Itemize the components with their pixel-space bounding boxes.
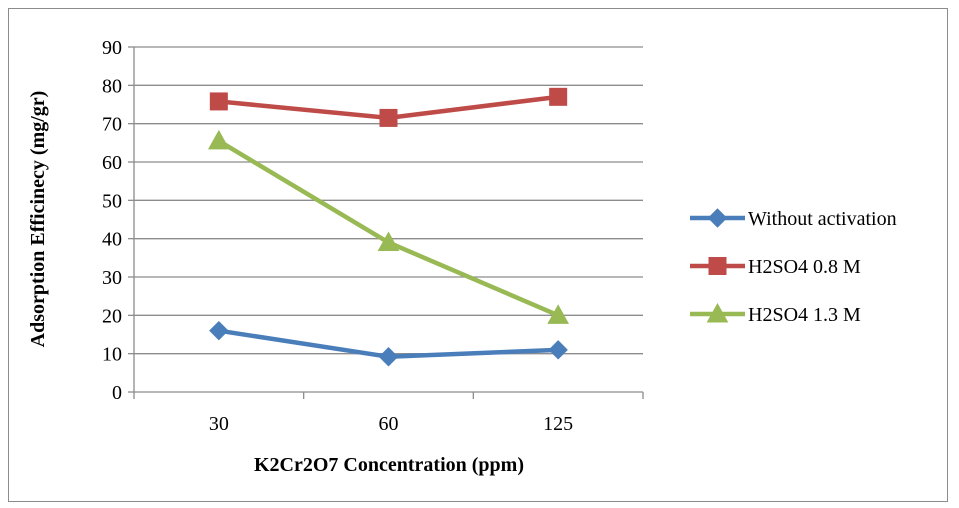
chart-frame: [8, 8, 948, 502]
series-2: [209, 87, 568, 127]
data-point: [209, 320, 229, 341]
x-tick-labels: 30 60 125: [209, 413, 573, 435]
y-tick-label: 30: [102, 267, 122, 289]
data-point: [548, 340, 568, 360]
legend-label: H2SO4 1.3 M: [748, 304, 861, 326]
data-point: [379, 108, 398, 127]
y-tick-label: 60: [102, 152, 122, 174]
y-tick-label: 40: [102, 229, 122, 251]
y-tick-label: 20: [102, 305, 122, 327]
x-tick-label: 60: [379, 413, 399, 435]
legend-marker: [707, 208, 728, 228]
series-1: [209, 320, 568, 367]
y-tick-label: 10: [102, 344, 122, 366]
x-tick-label: 125: [543, 413, 573, 435]
y-tick-label: 80: [102, 75, 122, 97]
data-point: [207, 129, 230, 150]
y-tick-label: 70: [102, 114, 122, 136]
x-axis-title: K2Cr2O7 Concentration (ppm): [254, 454, 524, 476]
series-line: [217, 138, 560, 318]
y-tick-label: 90: [102, 37, 122, 59]
y-tick-label: 0: [112, 382, 122, 404]
data-point: [377, 231, 400, 251]
data-point: [209, 92, 228, 111]
series-group: [207, 87, 570, 367]
legend-item: H2SO4 0.8 M: [690, 256, 861, 278]
data-point: [549, 87, 568, 106]
y-axis-title: Adsorption Efficinecy (mg/gr): [27, 91, 49, 348]
legend-label: Without activation: [748, 208, 897, 230]
legend: Without activation H2SO4 0.8 M H2SO4 1.3 M: [690, 208, 897, 326]
series-3: [207, 129, 570, 324]
legend-item: Without activation: [690, 208, 897, 230]
axes: [128, 46, 644, 399]
data-point: [378, 347, 399, 367]
legend-marker: [708, 257, 727, 275]
legend-label: H2SO4 0.8 M: [748, 256, 861, 278]
y-tick-label: 50: [102, 190, 122, 212]
legend-item: H2SO4 1.3 M: [690, 302, 861, 326]
y-tick-labels: 0 10 20 30 40 50 60 70 80 90: [102, 37, 122, 404]
data-point: [547, 304, 570, 324]
x-tick-label: 30: [209, 413, 229, 435]
legend-marker: [706, 302, 729, 323]
